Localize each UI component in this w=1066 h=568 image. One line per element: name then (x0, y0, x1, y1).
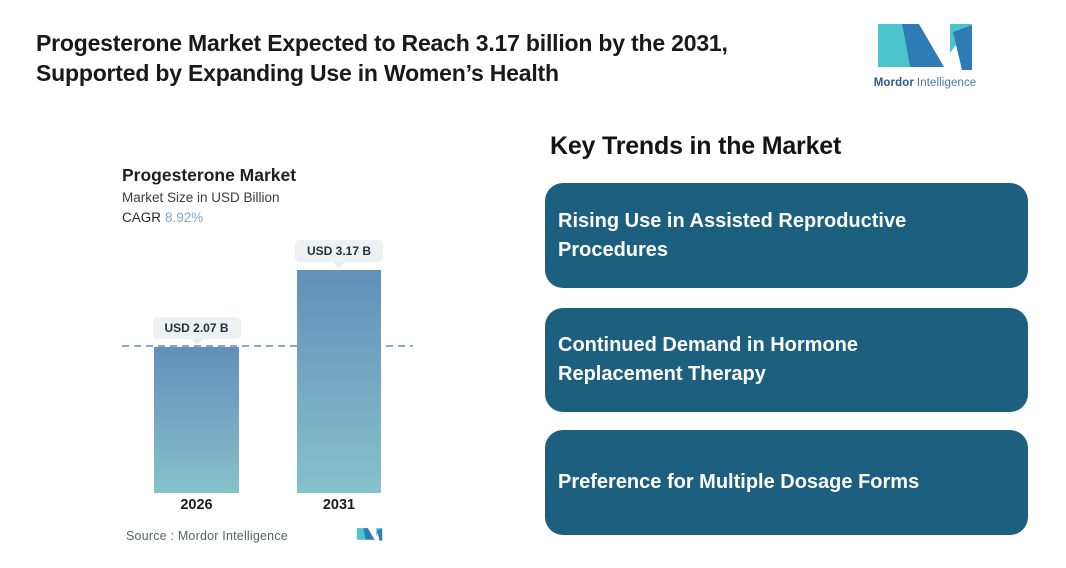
bar-2031: USD 3.17 B (294, 240, 384, 493)
value-tooltip-2026: USD 2.07 B (152, 317, 241, 339)
brand-logo: Mordor Intelligence (860, 24, 990, 89)
reference-dashline (122, 345, 413, 347)
trend-card-label: Preference for Multiple Dosage Forms (558, 471, 920, 493)
source-note: Source : Mordor Intelligence (126, 529, 288, 543)
brand-name-regular: Intelligence (916, 77, 977, 89)
trend-card-reproductive: Rising Use in Assisted Reproductive Proc… (545, 183, 1028, 288)
chart-title: Progesterone Market (122, 165, 297, 185)
x-axis-label-2026: 2026 (180, 497, 213, 513)
page-title: Progesterone Market Expected to Reach 3.… (36, 30, 728, 86)
mordor-intelligence-logo-icon (878, 24, 972, 70)
brand-name-bold: Mordor (873, 77, 914, 89)
trend-card-dosage-forms: Preference for Multiple Dosage Forms (545, 430, 1028, 535)
trend-card-label: Continued Demand in Hormone Replacement … (558, 334, 858, 385)
cagr-label: CAGR (122, 210, 162, 225)
trend-card-label: Rising Use in Assisted Reproductive Proc… (558, 209, 907, 261)
brand-name: Mordor Intelligence (860, 77, 990, 89)
cagr-value: 8.92% (165, 210, 204, 225)
trend-card-hormone-therapy: Continued Demand in Hormone Replacement … (545, 308, 1028, 412)
chart-subtitle: Market Size in USD Billion (122, 190, 280, 205)
value-tooltip-2031: USD 3.17 B (294, 240, 384, 262)
mordor-intelligence-logo-icon (356, 528, 383, 541)
cagr-line: CAGR 8.92% (122, 210, 203, 225)
bar-2026: USD 2.07 B (152, 317, 241, 493)
trends-heading: Key Trends in the Market (550, 132, 842, 160)
x-axis-label-2031: 2031 (322, 497, 356, 513)
